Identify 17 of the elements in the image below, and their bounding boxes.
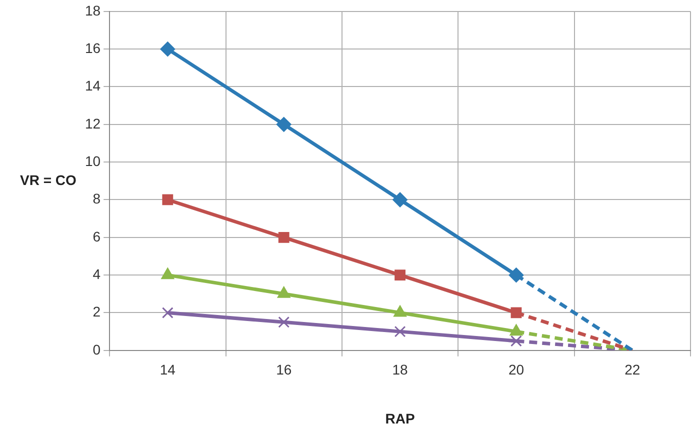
- y-tick-label: 8: [92, 190, 101, 207]
- x-tick-label: 22: [624, 362, 640, 378]
- x-tick-label: 16: [276, 362, 292, 378]
- y-tick-label: 4: [92, 266, 101, 282]
- x-tick-label: 18: [392, 362, 408, 378]
- y-tick-label: 6: [92, 228, 101, 244]
- y-tick-label: 16: [84, 40, 101, 56]
- y-tick-label: 0: [92, 341, 101, 358]
- y-tick-label: 18: [84, 2, 101, 18]
- y-axis-title: VR = CO: [20, 172, 76, 188]
- x-axis-title: RAP: [385, 410, 415, 426]
- y-tick-label: 12: [84, 115, 101, 132]
- x-tick-label: 14: [160, 362, 176, 378]
- y-tick-label: 14: [84, 78, 101, 94]
- y-tick-label: 10: [84, 152, 101, 169]
- y-tick-label: 2: [92, 304, 101, 320]
- x-tick-label: 20: [508, 362, 524, 378]
